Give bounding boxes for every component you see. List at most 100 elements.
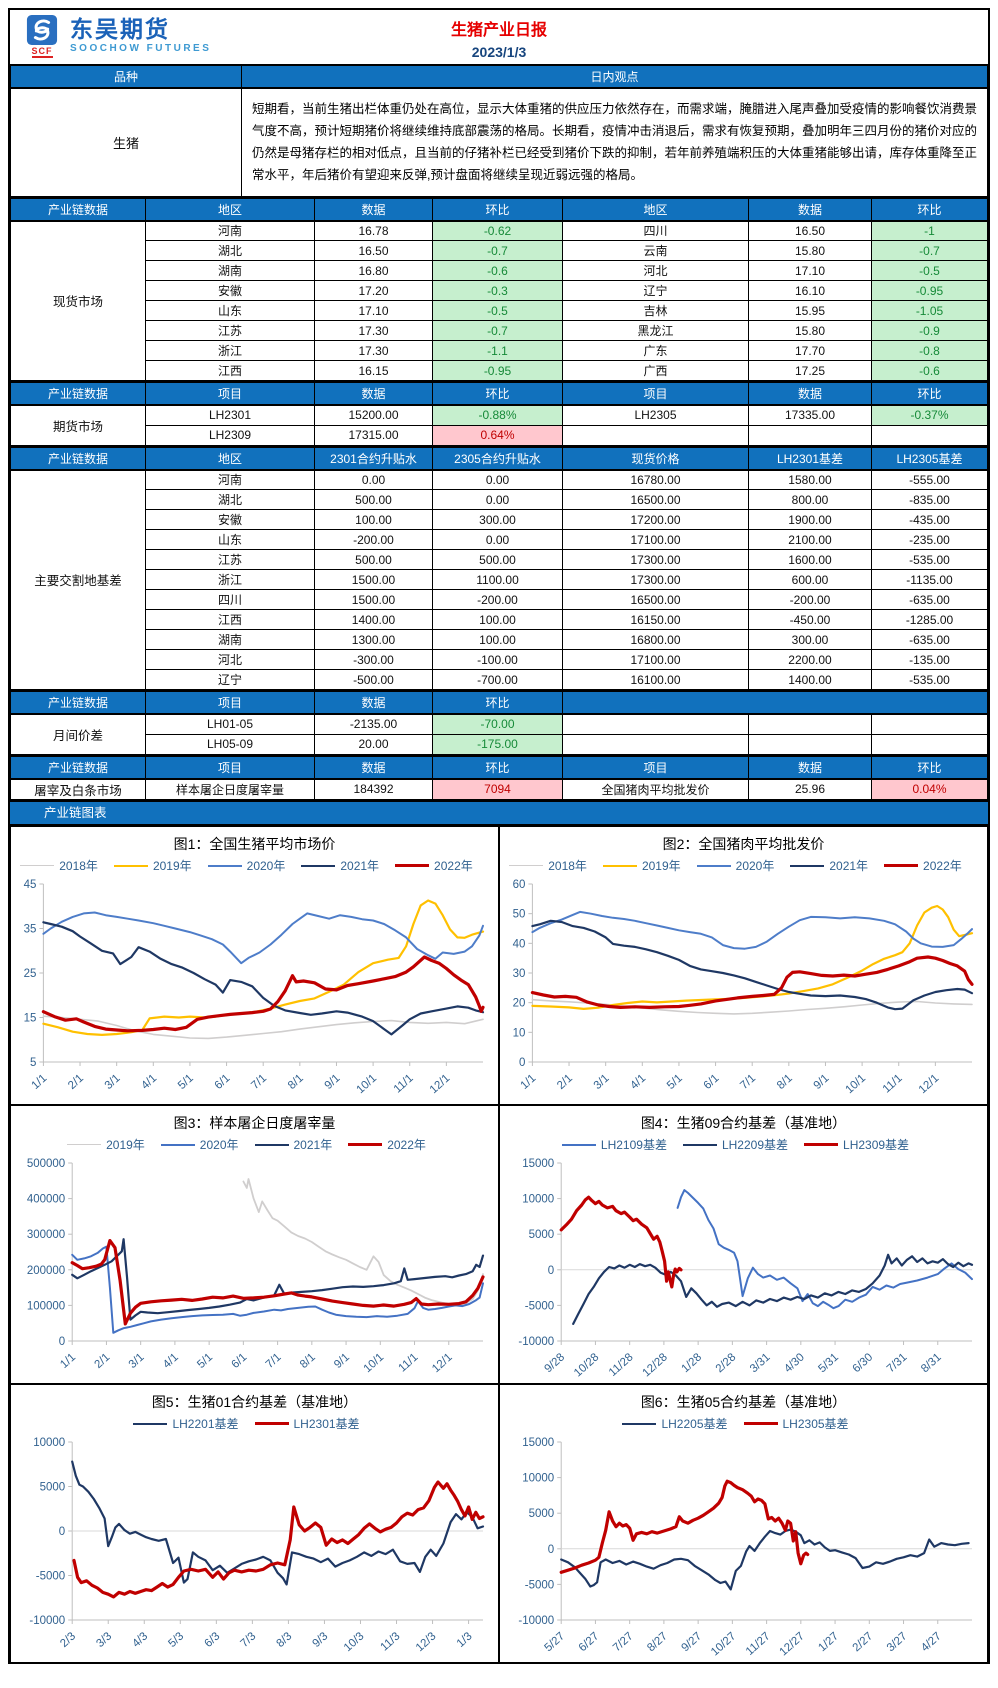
- svg-text:50: 50: [512, 908, 525, 920]
- svg-text:5/31: 5/31: [816, 1351, 841, 1375]
- legend-item: 2019年: [113, 857, 208, 874]
- table-row: 河北 -300.00 -100.00 17100.00 2200.00 -135.00: [11, 649, 988, 670]
- svg-text:15000: 15000: [522, 1437, 554, 1449]
- column-header: 数据: [314, 196, 433, 222]
- chart-cell-6: 图6：生猪05合约基差（基准地） LH2205基差 LH2305基差 -10000…: [499, 1383, 988, 1663]
- svg-text:11/1: 11/1: [391, 1072, 415, 1095]
- table-cell: 山东: [145, 300, 315, 321]
- table-cell: 1580.00: [748, 469, 872, 490]
- svg-text:2/27: 2/27: [850, 1630, 875, 1654]
- table-cell: -700.00: [432, 669, 563, 690]
- legend-line-swatch: [395, 864, 430, 867]
- table-cell: 浙江: [145, 569, 315, 590]
- svg-text:15000: 15000: [522, 1158, 554, 1170]
- table-cell: 16.50: [314, 240, 433, 261]
- legend-label: 2020年: [735, 859, 775, 873]
- table-cell: 17100.00: [562, 649, 749, 670]
- column-header: LH2305基差: [871, 445, 988, 471]
- legend-label: 2018年: [548, 859, 587, 873]
- table-cell: -1.05: [871, 300, 988, 321]
- chart-cell-1: 图1：全国生猪平均市场价 2018年 2019年 2020年 2021年 2022年 5…: [10, 825, 499, 1105]
- table-cell: 17315.00: [314, 424, 433, 446]
- legend-label: LH2309基差: [843, 1138, 910, 1152]
- svg-text:11/27: 11/27: [743, 1630, 772, 1658]
- table-cell: 1100.00: [432, 569, 563, 590]
- legend-line-swatch: [561, 1143, 596, 1146]
- legend-line-swatch: [160, 1143, 195, 1146]
- table-cell: LH2301: [145, 404, 315, 426]
- logo-icon: SCF: [20, 14, 64, 58]
- table-cell: 江苏: [145, 549, 315, 570]
- legend-label: 2021年: [293, 1138, 333, 1152]
- table-cell: 17.25: [748, 360, 872, 381]
- legend-line-swatch: [113, 864, 148, 867]
- svg-text:3/1: 3/1: [591, 1072, 611, 1092]
- legend-line-swatch: [20, 865, 55, 866]
- legend-item: 2020年: [207, 857, 302, 874]
- svg-text:6/1: 6/1: [212, 1072, 232, 1092]
- table-row: 湖北 16.50 -0.7 云南 15.80 -0.7: [11, 240, 988, 261]
- svg-text:4/30: 4/30: [782, 1351, 807, 1375]
- logo-text: 东吴期货 SOOCHOW FUTURES: [70, 18, 211, 54]
- table-cell: [871, 424, 988, 446]
- svg-text:4/1: 4/1: [628, 1072, 648, 1092]
- chart-legend: 2018年 2019年 2020年 2021年 2022年: [11, 856, 498, 876]
- line-chart: -10000 -5000 0 5000 10000 15000 5/27 6/27 7/27 8/…: [518, 1437, 972, 1658]
- svg-text:8/27: 8/27: [645, 1630, 670, 1654]
- table-cell: 样本屠企日度屠宰量: [145, 778, 315, 800]
- table-cell: 广西: [562, 360, 749, 381]
- table-row: 浙江 1500.00 1100.00 17300.00 600.00 -1135.00: [11, 569, 988, 590]
- column-header: 环比: [432, 381, 563, 406]
- table-cell: 1500.00: [314, 589, 433, 610]
- svg-text:10/27: 10/27: [708, 1630, 737, 1658]
- legend-line-swatch: [696, 864, 731, 867]
- table-cell: 17.30: [314, 340, 433, 361]
- table-cell: 1400.00: [748, 669, 872, 690]
- table-cell: 16500.00: [562, 589, 749, 610]
- table-row: 安徽 100.00 300.00 17200.00 1900.00 -435.00: [11, 509, 988, 530]
- svg-text:12/1: 12/1: [916, 1072, 941, 1096]
- svg-text:10/1: 10/1: [361, 1351, 386, 1375]
- table-cell: 300.00: [432, 509, 563, 530]
- table-cell: 辽宁: [562, 280, 749, 301]
- table-row: 安徽 17.20 -0.3 辽宁 16.10 -0.95: [11, 280, 988, 301]
- svg-text:15: 15: [23, 1012, 36, 1024]
- table-row: 期货市场 LH2301 15200.00 -0.88% LH2305 17335.00 -0…: [10, 404, 988, 446]
- table-cell: [562, 733, 749, 755]
- table-cell: 江西: [145, 360, 315, 381]
- table-cell: -200.00: [314, 529, 433, 550]
- svg-text:3/1: 3/1: [102, 1072, 122, 1092]
- table-cell: 500.00: [314, 489, 433, 510]
- table-cell: 湖南: [145, 260, 315, 281]
- table-cell: -635.00: [871, 629, 988, 650]
- legend-item: 2021年: [301, 857, 395, 874]
- table-cell: 7094: [432, 778, 563, 800]
- chart-legend: LH2109基差 LH2209基差 LH2309基差: [500, 1135, 987, 1155]
- svg-text:2/28: 2/28: [713, 1351, 738, 1375]
- table-cell: 500.00: [432, 549, 563, 570]
- svg-text:8/1: 8/1: [285, 1072, 305, 1092]
- legend-label: 2022年: [923, 859, 962, 873]
- column-header: 产业链数据: [10, 754, 146, 780]
- table-row: 辽宁 -500.00 -700.00 16100.00 1400.00 -535.00: [11, 669, 988, 690]
- svg-text:0: 0: [58, 1526, 64, 1538]
- svg-text:8/1: 8/1: [297, 1351, 317, 1371]
- svg-text:6/3: 6/3: [202, 1630, 222, 1650]
- table-row: LH2309 17315.00 0.64%: [11, 424, 988, 446]
- delivery-basis-table: 产业链数据 地区 2301合约升贴水 2305合约升贴水 现货价格 LH2301基差 LH2…: [10, 445, 988, 690]
- column-header: 数据: [314, 690, 433, 715]
- legend-label: LH2301基差: [293, 1417, 360, 1431]
- table-cell: 16100.00: [562, 669, 749, 690]
- logo-en-text: SOOCHOW FUTURES: [70, 43, 212, 54]
- table-cell: 河北: [562, 260, 749, 281]
- column-header: 环比: [871, 381, 988, 406]
- table-cell: [748, 713, 872, 735]
- table-cell: -70.00: [432, 713, 563, 735]
- svg-text:9/3: 9/3: [310, 1630, 330, 1650]
- svg-text:2/1: 2/1: [92, 1351, 112, 1371]
- table-cell: 100.00: [432, 629, 563, 650]
- legend-line-swatch: [207, 864, 242, 867]
- legend-label: 2021年: [829, 859, 869, 873]
- legend-item: 2018年: [20, 857, 114, 874]
- legend-label: LH2201基差: [172, 1417, 239, 1431]
